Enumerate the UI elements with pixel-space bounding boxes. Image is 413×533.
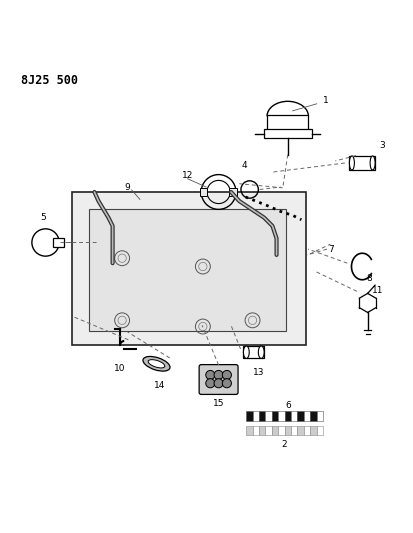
Bar [259, 426, 265, 435]
Text: 10: 10 [113, 364, 125, 373]
Bar [72, 192, 306, 345]
Bar [316, 426, 322, 435]
Text: 2: 2 [281, 440, 287, 449]
Circle shape [205, 370, 214, 379]
Bar [290, 426, 297, 435]
Text: 12: 12 [181, 171, 193, 180]
Ellipse shape [142, 357, 170, 371]
Bar [271, 426, 278, 435]
Bar [89, 208, 285, 330]
Bar [265, 411, 271, 421]
Ellipse shape [349, 156, 354, 170]
Bar [290, 411, 297, 421]
Bar [297, 426, 303, 435]
Text: 8J25 500: 8J25 500 [21, 74, 78, 87]
Bar [266, 115, 308, 131]
Bar [303, 426, 309, 435]
Bar [303, 411, 309, 421]
Text: 1: 1 [322, 96, 328, 106]
Circle shape [222, 370, 231, 379]
Text: 7: 7 [328, 245, 333, 254]
Text: 9: 9 [124, 182, 130, 191]
Circle shape [205, 378, 214, 388]
Ellipse shape [148, 360, 164, 368]
Circle shape [214, 378, 223, 388]
Bar [278, 426, 284, 435]
Bar [252, 426, 259, 435]
Text: 8: 8 [366, 273, 372, 282]
Bar [263, 129, 311, 138]
Bar [53, 238, 64, 247]
Text: 15: 15 [212, 399, 224, 408]
Bar [246, 426, 252, 435]
Text: 4: 4 [241, 161, 247, 170]
Bar [243, 346, 263, 358]
Bar [252, 411, 259, 421]
Text: 13: 13 [252, 368, 264, 377]
Ellipse shape [243, 346, 249, 358]
Bar [265, 426, 271, 435]
Bar [271, 411, 278, 421]
Bar [278, 411, 284, 421]
Circle shape [222, 378, 231, 388]
FancyBboxPatch shape [199, 365, 237, 394]
Bar [246, 411, 252, 421]
Bar [199, 188, 206, 196]
Bar [284, 411, 290, 421]
Text: 5: 5 [40, 213, 46, 222]
Bar [284, 426, 290, 435]
Circle shape [214, 370, 223, 379]
Ellipse shape [258, 346, 263, 358]
Bar [309, 426, 316, 435]
Text: 14: 14 [154, 381, 165, 390]
Bar [229, 188, 236, 196]
Ellipse shape [369, 156, 374, 170]
Text: 3: 3 [379, 141, 385, 150]
Text: 11: 11 [371, 286, 383, 295]
Bar [316, 411, 322, 421]
Bar [297, 411, 303, 421]
Bar [309, 411, 316, 421]
Bar [259, 411, 265, 421]
Text: 6: 6 [285, 401, 290, 410]
Bar [349, 156, 374, 170]
